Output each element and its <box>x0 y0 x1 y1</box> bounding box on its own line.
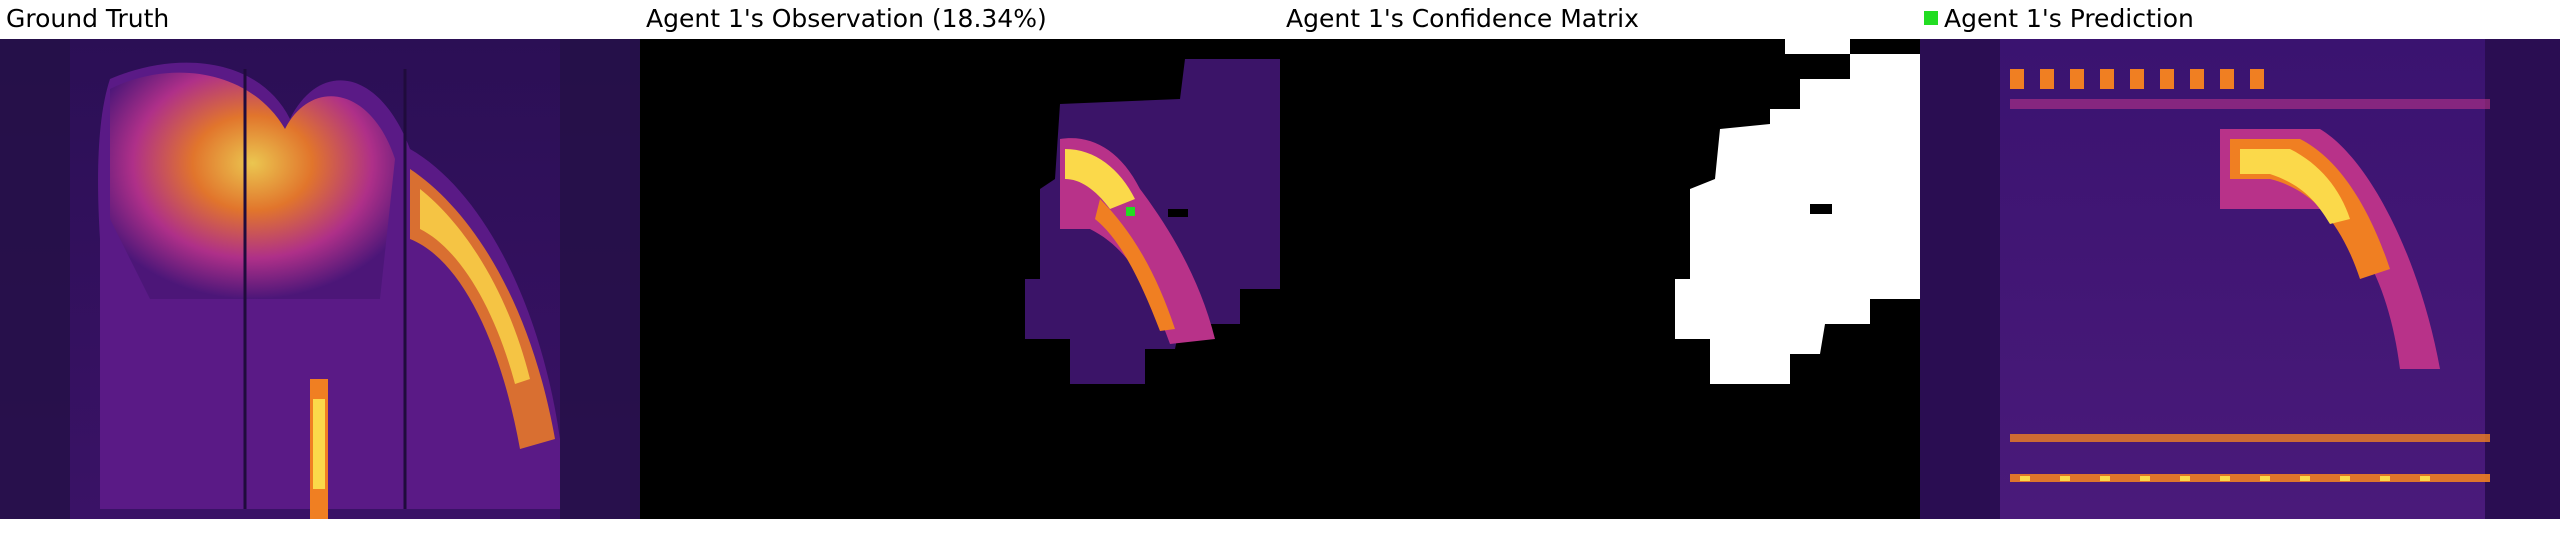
observation-panel <box>640 39 1280 519</box>
observation-image <box>640 39 1280 519</box>
prediction-panel <box>1920 39 2560 519</box>
panel-title-prediction-text: Agent 1's Prediction <box>1944 4 2194 33</box>
confidence-panel <box>1280 39 1920 519</box>
confidence-image <box>1280 39 1920 519</box>
panel-title-ground-truth: Ground Truth <box>6 4 170 33</box>
ground-truth-panel <box>0 39 640 519</box>
panel-title-observation: Agent 1's Observation (18.34%) <box>646 4 1047 33</box>
ground-truth-image <box>0 39 640 519</box>
agent-marker-icon <box>1126 207 1135 216</box>
panel-title-prediction: Agent 1's Prediction <box>1924 2 2194 36</box>
panel-title-confidence: Agent 1's Confidence Matrix <box>1286 4 1639 33</box>
prediction-image <box>1920 39 2560 519</box>
agent-legend-swatch <box>1924 11 1938 25</box>
